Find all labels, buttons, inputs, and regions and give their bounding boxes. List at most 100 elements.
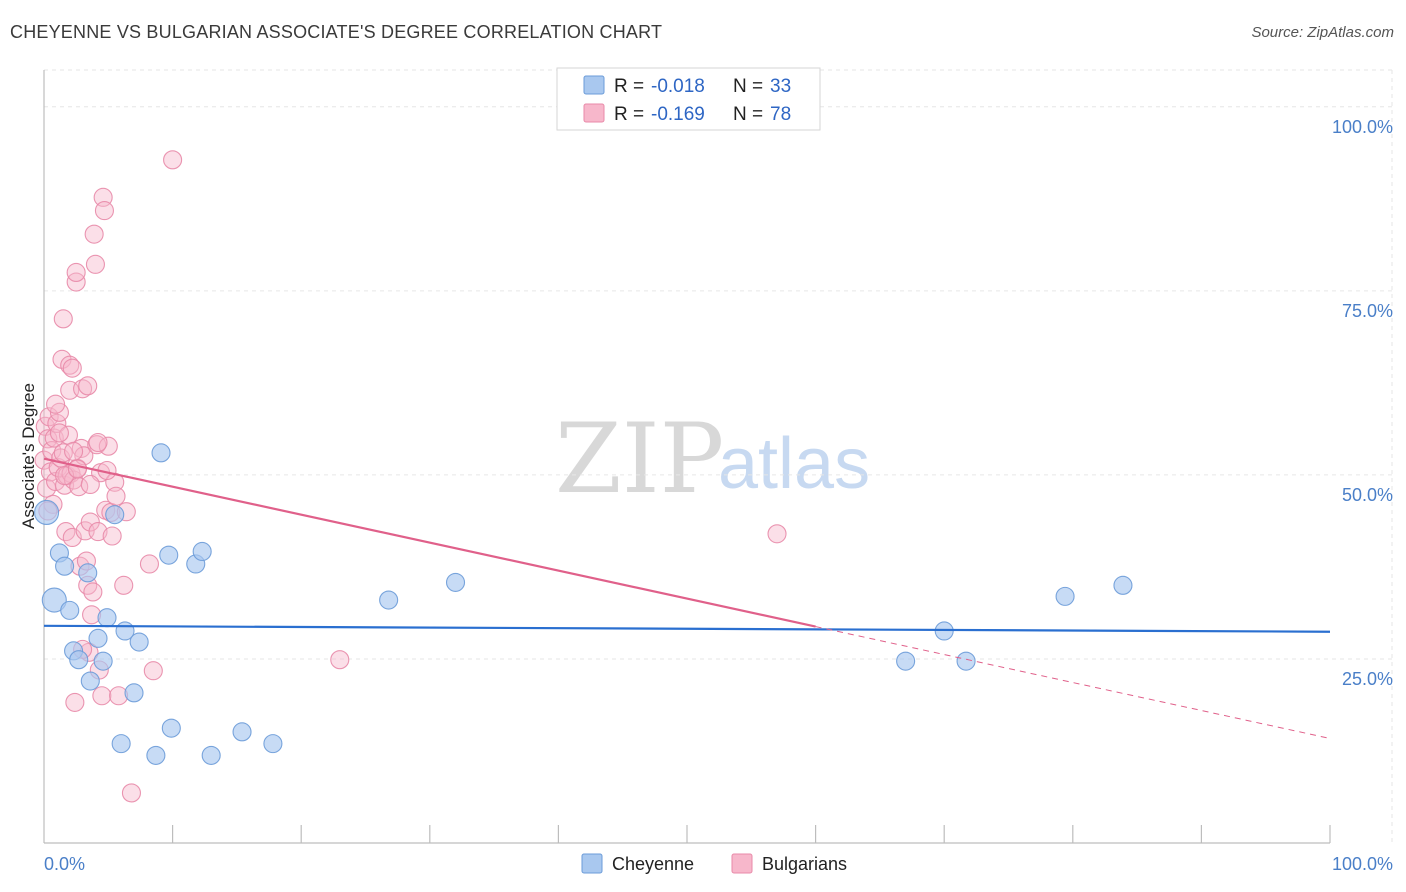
bulgarian-point-46 xyxy=(88,522,108,542)
cheyenne-point-28 xyxy=(896,651,916,671)
bulgarian-point-22 xyxy=(60,355,80,375)
cheyenne-point-20 xyxy=(161,718,181,738)
cheyenne-point-23 xyxy=(201,745,221,765)
legend-n-value-2: 78 xyxy=(770,104,791,125)
grid-lines xyxy=(44,69,1393,843)
cheyenne-points xyxy=(34,443,1133,765)
x-tick-label-right: 100.0% xyxy=(1332,854,1393,874)
legend-n-label-1: N = xyxy=(733,76,763,97)
bulgarian-point-51 xyxy=(94,201,114,221)
bulgarian-point-77 xyxy=(78,376,98,396)
y-axis-label: Associate's Degree xyxy=(19,383,38,529)
bottom-legend-bulgarians: Bulgarians xyxy=(762,854,847,874)
cheyenne-point-1 xyxy=(41,587,67,613)
watermark-zip: ZIP xyxy=(555,403,724,515)
bulgarian-point-58 xyxy=(114,575,134,595)
bulgarian-point-71 xyxy=(80,474,100,495)
bulgarian-point-34 xyxy=(73,379,93,399)
bulgarian-point-44 xyxy=(85,254,105,274)
y-tick-label-1: 50.0% xyxy=(1342,485,1393,505)
legend-r-label-1: R = xyxy=(614,76,644,97)
bulgarian-point-62 xyxy=(143,661,163,681)
cheyenne-point-0 xyxy=(34,499,60,526)
y-tick-label-2: 75.0% xyxy=(1342,301,1393,321)
bulgarian-point-3 xyxy=(38,429,58,449)
bulgarian-trend-extension xyxy=(815,626,1331,739)
legend-n-label-2: N = xyxy=(733,104,763,125)
cheyenne-trend-line xyxy=(43,624,1331,633)
cheyenne-point-18 xyxy=(151,443,171,463)
cheyenne-point-6 xyxy=(69,650,89,670)
axes xyxy=(43,70,1330,844)
x-tick-label-left: 0.0% xyxy=(44,854,85,874)
bulgarian-point-61 xyxy=(139,554,160,574)
legend-r-value-1: -0.018 xyxy=(651,76,705,97)
cheyenne-point-17 xyxy=(146,745,166,765)
bulgarian-point-76 xyxy=(102,526,122,546)
bulgarian-point-28 xyxy=(66,272,86,292)
cheyenne-point-4 xyxy=(60,600,80,620)
cheyenne-point-9 xyxy=(88,628,108,648)
legend-n-value-1: 33 xyxy=(770,76,791,97)
bulgarian-point-16 xyxy=(53,309,73,329)
bulgarian-point-75 xyxy=(67,459,87,479)
cheyenne-point-10 xyxy=(93,651,113,671)
cheyenne-point-24 xyxy=(232,722,252,742)
bulgarian-point-49 xyxy=(92,686,112,706)
bulgarians-points xyxy=(34,150,787,803)
cheyenne-point-26 xyxy=(379,590,399,610)
bulgarian-point-53 xyxy=(98,436,118,456)
chart-title: CHEYENNE VS BULGARIAN ASSOCIATE'S DEGREE… xyxy=(10,22,663,42)
source-credit: Source: ZipAtlas.com xyxy=(1251,24,1394,41)
bulgarian-point-67 xyxy=(46,394,66,414)
cheyenne-point-16 xyxy=(129,632,149,652)
cheyenne-point-12 xyxy=(105,505,125,525)
legend-r-label-2: R = xyxy=(614,104,644,125)
y-tick-label-3: 100.0% xyxy=(1332,117,1393,137)
cheyenne-point-11 xyxy=(97,608,117,628)
bulgarian-point-40 xyxy=(80,512,100,532)
cheyenne-point-19 xyxy=(159,545,179,565)
bulgarian-point-33 xyxy=(71,438,91,458)
cheyenne-point-15 xyxy=(124,683,144,703)
legend-swatch-cheyenne xyxy=(583,75,605,95)
y-tick-label-0: 25.0% xyxy=(1342,669,1393,689)
bulgarian-point-57 xyxy=(109,686,129,706)
bulgarian-point-24 xyxy=(62,358,82,378)
legend-r-value-2: -0.169 xyxy=(651,104,705,125)
cheyenne-point-22 xyxy=(192,541,212,562)
cheyenne-point-8 xyxy=(80,671,100,691)
bulgarian-point-60 xyxy=(121,783,141,803)
bulgarian-point-27 xyxy=(65,692,85,712)
cheyenne-point-32 xyxy=(1113,575,1133,595)
cheyenne-point-7 xyxy=(78,563,98,583)
bottom-legend-swatch-cheyenne xyxy=(581,853,603,874)
bottom-legend-cheyenne: Cheyenne xyxy=(612,854,694,874)
bulgarian-trend-line xyxy=(43,457,816,628)
top-legend: R = -0.018 N = 33 R = -0.169 N = 78 xyxy=(556,67,821,131)
trend-lines xyxy=(43,457,1331,739)
bulgarian-point-69 xyxy=(64,441,84,461)
legend-swatch-bulgarians xyxy=(583,103,605,123)
bulgarian-point-43 xyxy=(84,224,104,244)
bottom-legend-swatch-bulgarians xyxy=(731,853,753,874)
bulgarian-point-74 xyxy=(49,423,69,443)
bulgarian-point-72 xyxy=(88,432,108,453)
bulgarian-point-65 xyxy=(767,524,787,544)
cheyenne-point-3 xyxy=(55,556,75,576)
bulgarian-point-4 xyxy=(39,407,59,427)
cheyenne-point-25 xyxy=(263,734,283,754)
bulgarian-point-29 xyxy=(66,262,86,283)
cheyenne-point-13 xyxy=(111,734,131,754)
bulgarian-point-41 xyxy=(82,605,102,625)
bulgarian-point-63 xyxy=(163,150,183,170)
bulgarian-point-56 xyxy=(106,486,126,506)
tick-labels: 25.0% 50.0% 75.0% 100.0% 0.0% 100.0% xyxy=(44,117,1393,874)
bulgarian-point-8 xyxy=(44,428,64,448)
bulgarian-point-64 xyxy=(330,650,350,670)
bottom-legend: Cheyenne Bulgarians xyxy=(581,853,847,874)
cheyenne-point-31 xyxy=(1055,586,1075,606)
bulgarian-point-42 xyxy=(83,582,103,602)
cheyenne-point-30 xyxy=(956,651,976,671)
